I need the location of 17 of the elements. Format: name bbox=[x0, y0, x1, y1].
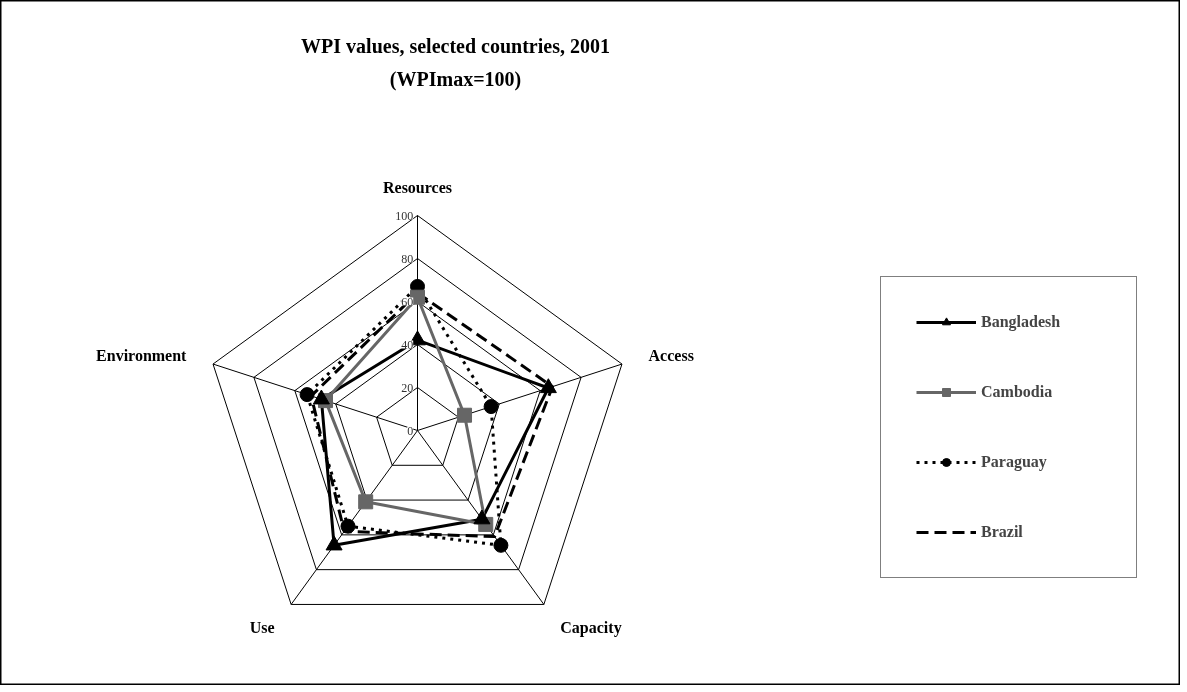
spoke-label: Access bbox=[648, 346, 694, 364]
y-tick-label: 0 bbox=[407, 423, 414, 438]
chart-title: WPI values, selected countries, 2001 bbox=[301, 34, 610, 57]
spoke-label: Capacity bbox=[560, 618, 622, 637]
legend-label: Paraguay bbox=[981, 453, 1048, 471]
legend-label: Bangladesh bbox=[981, 313, 1062, 331]
legend-label: Cambodia bbox=[981, 383, 1054, 401]
spoke-label: Resources bbox=[382, 179, 453, 197]
spoke-label: Use bbox=[249, 618, 275, 636]
y-tick-label: 80 bbox=[401, 251, 414, 266]
y-tick-label: 100 bbox=[395, 208, 414, 223]
spoke-label: Environment bbox=[96, 346, 188, 364]
y-tick-label: 40 bbox=[401, 337, 414, 352]
y-tick-label: 20 bbox=[401, 380, 414, 395]
y-tick-label: 60 bbox=[401, 294, 414, 309]
legend-label: Brazil bbox=[981, 523, 1024, 541]
chart-subtitle: (WPImax=100) bbox=[389, 67, 522, 91]
